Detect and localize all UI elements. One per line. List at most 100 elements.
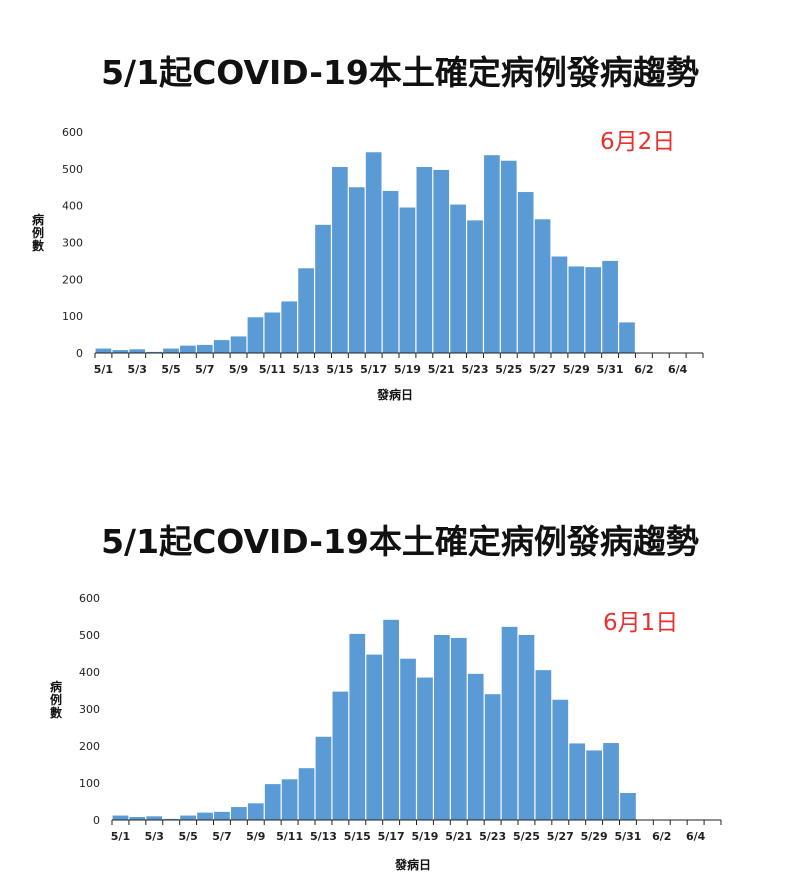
bar [112, 350, 129, 353]
y-tick-label: 500 [79, 629, 100, 642]
bar [95, 348, 112, 353]
y-tick-label: 300 [79, 703, 100, 716]
chart-panel-top: 5/1起COVID-19本土確定病例發病趨勢 6月2日 病例數 發病日 0 100… [0, 0, 800, 440]
bar [264, 784, 281, 820]
x-tick-label: 5/5 [178, 830, 197, 843]
x-tick-label: 5/27 [529, 363, 556, 376]
x-tick-label: 5/7 [195, 363, 214, 376]
y-tick-label: 0 [93, 814, 100, 827]
y-tick-label: 400 [79, 666, 100, 679]
bar [332, 166, 348, 353]
bar [602, 260, 618, 353]
bar-chart: 0 100 200 300 400 500 600 5/1 5/3 5/5 5/7 5/9 5/11 5/… [62, 126, 704, 376]
bar [569, 743, 586, 820]
x-tick-label: 5/1 [94, 363, 113, 376]
bar [382, 190, 399, 353]
bar [383, 619, 399, 820]
bar [484, 155, 500, 353]
bar [197, 812, 213, 820]
x-tick-label: 5/31 [614, 830, 641, 843]
y-tick-label: 200 [79, 740, 100, 753]
x-tick-label: 5/19 [394, 363, 421, 376]
bar [129, 817, 146, 820]
bar [231, 807, 247, 820]
y-tick-label: 300 [62, 237, 83, 250]
y-tick-label: 0 [76, 347, 83, 360]
bar [163, 818, 180, 820]
bar [585, 267, 602, 353]
bar [534, 219, 551, 353]
x-tick-label: 6/2 [634, 363, 653, 376]
y-tick-label: 200 [62, 273, 83, 286]
x-tick-label: 5/9 [246, 830, 265, 843]
x-tick-label: 6/4 [668, 363, 688, 376]
bar [315, 736, 332, 820]
bar [112, 815, 129, 820]
bar [264, 312, 281, 353]
bar [281, 301, 298, 353]
bar [163, 348, 179, 353]
date-stamp: 6月1日 [603, 610, 679, 636]
bar [214, 811, 230, 820]
x-tick-label: 5/3 [145, 830, 164, 843]
bar [500, 160, 517, 353]
bar [517, 192, 534, 353]
bar [417, 677, 433, 820]
x-tick-label: 5/1 [111, 830, 130, 843]
bar [129, 349, 146, 353]
x-tick-label: 5/7 [212, 830, 231, 843]
x-tick-label: 5/9 [229, 363, 248, 376]
x-tick-label: 5/19 [411, 830, 438, 843]
x-tick-label: 5/11 [276, 830, 303, 843]
y-tick-label: 100 [62, 310, 83, 323]
bar [349, 633, 366, 820]
x-tick-label: 6/4 [686, 830, 706, 843]
x-tick-label: 5/3 [128, 363, 147, 376]
bar [196, 344, 213, 353]
bar [213, 340, 230, 353]
bar [366, 654, 383, 820]
bar [298, 268, 314, 353]
y-tick-label: 600 [62, 126, 83, 139]
x-tick-label: 5/5 [161, 363, 180, 376]
bar [552, 699, 569, 820]
chart-title: 5/1起COVID-19本土確定病例發病趨勢 [101, 522, 699, 561]
bar [433, 169, 450, 353]
bar [603, 743, 619, 820]
bar [298, 768, 315, 820]
bar [619, 322, 635, 353]
x-tick-label: 5/13 [310, 830, 337, 843]
bar [416, 166, 433, 353]
bar [467, 220, 483, 353]
bar [434, 635, 450, 820]
bar [399, 207, 416, 353]
bar [568, 266, 585, 353]
bar [551, 256, 568, 353]
bar [332, 691, 349, 820]
bar [450, 204, 466, 353]
y-axis-label: 病例數 [31, 213, 44, 253]
chart-title: 5/1起COVID-19本土確定病例發病趨勢 [101, 53, 699, 92]
x-tick-label: 5/17 [360, 363, 387, 376]
bar [535, 670, 552, 820]
x-tick-label: 5/17 [378, 830, 405, 843]
x-axis-label: 發病日 [395, 858, 432, 872]
bar [620, 792, 636, 820]
y-tick-label: 600 [79, 592, 100, 605]
x-tick-label: 6/2 [652, 830, 671, 843]
x-tick-label: 5/31 [597, 363, 624, 376]
x-tick-label: 5/27 [547, 830, 574, 843]
bar [146, 816, 163, 820]
bar [586, 750, 602, 820]
x-tick-label: 5/29 [563, 363, 590, 376]
y-tick-label: 400 [62, 200, 83, 213]
x-tick-label: 5/13 [293, 363, 320, 376]
x-tick-label: 5/11 [259, 363, 286, 376]
bar [180, 345, 196, 353]
bar [247, 803, 264, 820]
y-axis-label: 病例數 [49, 680, 62, 720]
x-tick-label: 5/23 [479, 830, 506, 843]
bar [315, 224, 331, 353]
